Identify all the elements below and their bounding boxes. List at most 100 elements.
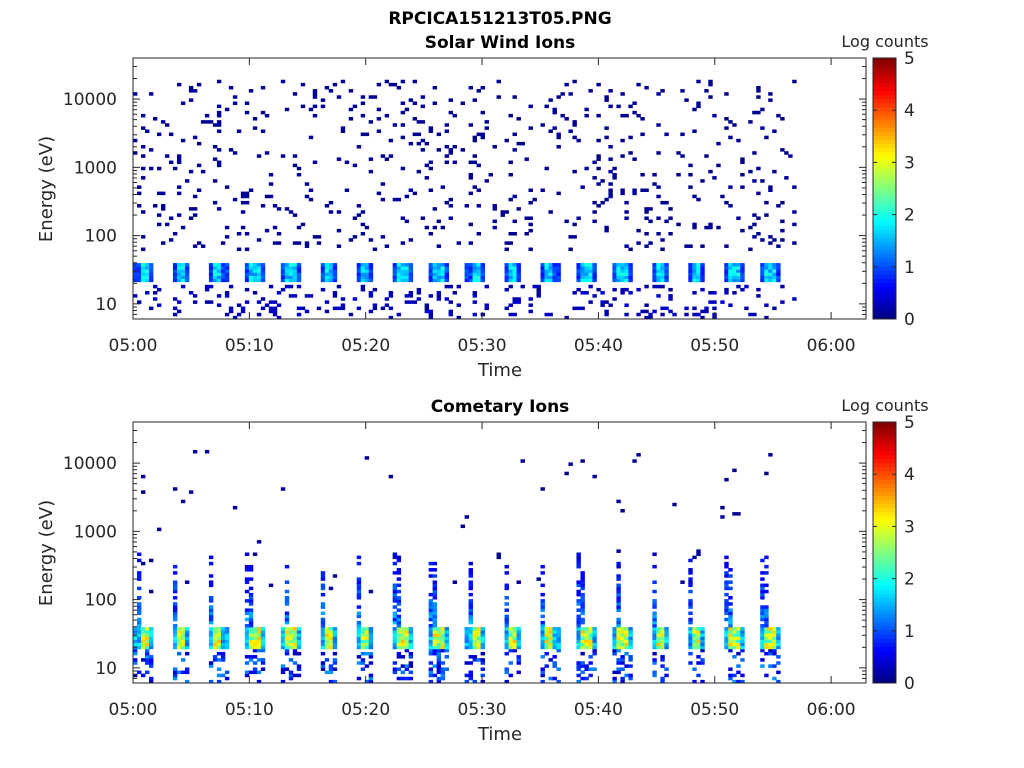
spectrogram-cell — [212, 630, 218, 634]
spectrogram-cell — [288, 284, 294, 289]
spectrogram-cell — [396, 614, 402, 619]
spectrogram-cell — [244, 275, 250, 280]
spectrogram-cell — [332, 667, 338, 671]
spectrogram-cell — [184, 275, 190, 280]
spectrogram-cell — [464, 627, 469, 631]
spectrogram-cell — [216, 160, 222, 165]
spectrogram-cell — [516, 263, 521, 267]
spectrogram-cell — [640, 172, 645, 177]
spectrogram-cell — [612, 642, 617, 647]
spectrogram-cell — [692, 129, 697, 133]
colorbar-segment — [873, 564, 896, 570]
spectrogram-cell — [324, 309, 330, 314]
spectrogram-cell — [444, 200, 450, 205]
spectrogram-cell — [224, 294, 230, 298]
spectrogram-cell — [616, 499, 621, 504]
spectrogram-cell — [244, 564, 250, 569]
spectrogram-cell — [568, 92, 573, 96]
spectrogram-cell — [356, 627, 362, 631]
spectrogram-cell — [772, 630, 777, 634]
x-tick-label: 05:30 — [458, 336, 507, 356]
y-axis-label: Energy (eV) — [36, 136, 57, 242]
spectrogram-cell — [588, 661, 593, 665]
spectrogram-cell — [184, 642, 190, 647]
spectrogram-cell — [608, 194, 613, 199]
colorbar-segment — [873, 560, 896, 566]
spectrogram-cell — [260, 627, 266, 631]
spectrogram-cell — [332, 636, 338, 640]
spectrogram-cell — [420, 120, 426, 124]
spectrogram-cell — [492, 219, 497, 224]
cometary-panel: Cometary Ions 05:00 05:10 05:20 05:30 05:40 0… — [36, 396, 929, 745]
spectrogram-cell — [624, 627, 629, 631]
spectrogram-cell — [580, 670, 585, 675]
spectrogram-cell — [372, 287, 378, 292]
spectrogram-cell — [284, 639, 290, 644]
spectrogram-cell — [436, 664, 442, 668]
spectrogram-cell — [480, 110, 485, 115]
spectrogram-cell — [584, 272, 589, 276]
spectrogram-cell — [356, 645, 362, 650]
spectrogram-cell — [324, 269, 330, 273]
spectrogram-cell — [216, 636, 222, 640]
spectrogram-cell — [680, 132, 685, 137]
spectrogram-cell — [732, 278, 737, 283]
spectrogram-cell — [296, 306, 302, 311]
spectrogram-cell — [300, 306, 306, 311]
spectrogram-cell — [644, 188, 649, 193]
spectrogram-cell — [740, 160, 745, 165]
spectrogram-cell — [700, 627, 705, 631]
spectrogram-cell — [356, 555, 362, 560]
spectrogram-cell — [284, 278, 290, 283]
spectrogram-cell — [528, 104, 533, 109]
spectrogram-cell — [140, 474, 146, 479]
spectrogram-cell — [212, 269, 218, 273]
spectrogram-cell — [212, 627, 218, 631]
spectrogram-cell — [480, 275, 485, 280]
spectrogram-cell — [660, 278, 665, 283]
spectrogram-cell — [212, 157, 218, 161]
spectrogram-cell — [356, 306, 362, 311]
spectrogram-cell — [448, 309, 454, 314]
spectrogram-cell — [736, 679, 741, 684]
spectrogram-cell — [256, 238, 262, 242]
spectrogram-cell — [656, 630, 661, 634]
spectrogram-cell — [656, 645, 661, 650]
spectrogram-cell — [336, 95, 342, 99]
spectrogram-cell — [428, 312, 434, 317]
spectrogram-cell — [548, 272, 553, 276]
spectrogram-cell — [724, 263, 729, 267]
spectrogram-cell — [444, 123, 450, 127]
x-axis-label: Time — [477, 360, 522, 381]
spectrogram-cell — [580, 459, 585, 463]
spectrogram-cell — [428, 568, 434, 572]
spectrogram-cell — [608, 145, 613, 149]
spectrogram-cell — [356, 269, 362, 273]
spectrogram-cell — [296, 263, 302, 267]
spectrogram-cell — [296, 645, 302, 650]
spectrogram-cell — [272, 309, 278, 314]
spectrogram-cell — [356, 630, 362, 634]
spectrogram-cell — [320, 630, 326, 634]
spectrogram-cell — [772, 627, 777, 631]
spectrogram-cell — [140, 210, 146, 214]
spectrogram-cell — [620, 263, 625, 267]
spectrogram-cell — [176, 191, 182, 196]
spectrogram-cell — [244, 627, 250, 631]
spectrogram-cell — [224, 639, 230, 644]
spectrogram-cell — [728, 639, 733, 644]
spectrogram-cell — [660, 247, 665, 252]
spectrogram-cell — [324, 300, 330, 304]
spectrogram-cell — [172, 571, 178, 575]
spectrogram-cell — [588, 655, 593, 659]
spectrogram-cell — [636, 228, 641, 233]
spectrogram-cell — [144, 266, 150, 270]
spectrogram-cell — [472, 269, 477, 273]
spectrogram-cell — [312, 89, 318, 93]
spectrogram-cell — [232, 505, 238, 510]
spectrogram-cell — [140, 247, 146, 252]
spectrogram-cell — [776, 627, 781, 631]
spectrogram-cell — [224, 185, 230, 189]
spectrogram-cell — [468, 676, 473, 681]
spectrogram-cell — [364, 263, 370, 267]
